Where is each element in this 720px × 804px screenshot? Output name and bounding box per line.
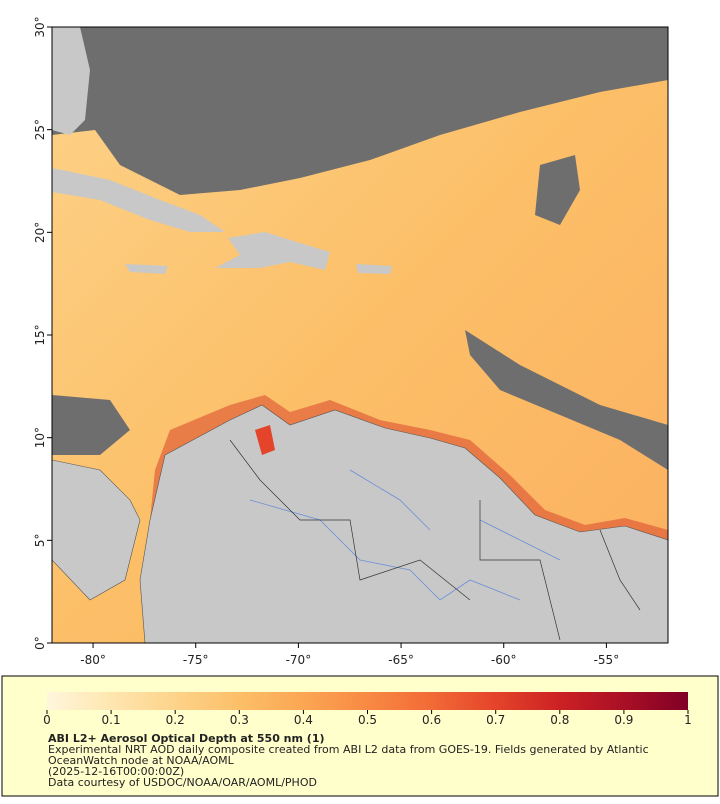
colorbar-tick-label: 0.7 xyxy=(486,713,505,727)
land xyxy=(139,404,668,643)
colorbar-tick-label: 0.5 xyxy=(358,713,377,727)
colorbar-tick-label: 0.4 xyxy=(294,713,313,727)
x-tick-label: -75° xyxy=(183,653,209,667)
land xyxy=(52,27,90,135)
lake xyxy=(255,425,275,455)
border xyxy=(229,439,641,641)
colorbar-tick-label: 0 xyxy=(43,713,51,727)
land xyxy=(52,168,225,232)
no-data-area xyxy=(52,395,130,455)
caption-line: (2025-12-16T00:00:00Z) xyxy=(48,765,184,778)
colorbar-tick-label: 0.8 xyxy=(550,713,569,727)
land xyxy=(215,232,330,270)
colorbar-tick-label: 0.9 xyxy=(614,713,633,727)
no-data-area xyxy=(535,155,580,225)
x-tick-label: -65° xyxy=(388,653,414,667)
land xyxy=(125,264,168,274)
caption-line: Experimental NRT AOD daily composite cre… xyxy=(48,743,649,756)
map xyxy=(52,27,668,643)
x-tick-label: -55° xyxy=(594,653,620,667)
no-data-area xyxy=(52,27,668,195)
no-data-area xyxy=(465,330,668,470)
x-tick-label: -60° xyxy=(491,653,517,667)
colorbar-tick-label: 0.3 xyxy=(230,713,249,727)
land xyxy=(52,459,141,601)
y-tick-label: 15° xyxy=(33,324,47,345)
x-tick-label: -80° xyxy=(80,653,106,667)
land xyxy=(356,264,392,274)
y-tick-label: 25° xyxy=(33,119,47,140)
y-tick-label: 5° xyxy=(33,534,47,548)
colorbar: 0 0.1 0.2 0.3 0.4 0.5 0.6 0.7 0.8 0.9 1 xyxy=(43,692,692,727)
colorbar-tick-label: 1 xyxy=(684,713,692,727)
y-tick-label: 10° xyxy=(33,427,47,448)
colorbar-tick-label: 0.1 xyxy=(102,713,121,727)
colorbar-tick-label: 0.6 xyxy=(422,713,441,727)
y-tick-label: 0° xyxy=(33,636,47,650)
y-tick-label: 20° xyxy=(33,222,47,243)
x-tick-label: -70° xyxy=(286,653,312,667)
colorbar-scale xyxy=(47,692,688,710)
colorbar-tick-label: 0.2 xyxy=(166,713,185,727)
caption-line: Data courtesy of USDOC/NOAA/OAR/AOML/PHO… xyxy=(48,776,317,789)
caption-line: OceanWatch node at NOAA/AOML xyxy=(48,754,235,767)
y-tick-label: 30° xyxy=(33,16,47,37)
caption-title: ABI L2+ Aerosol Optical Depth at 550 nm … xyxy=(48,732,325,745)
axes: -80° -75° -70° -65° -60° -55° 0° 5° 10° 15° 20° 25°… xyxy=(33,16,619,667)
